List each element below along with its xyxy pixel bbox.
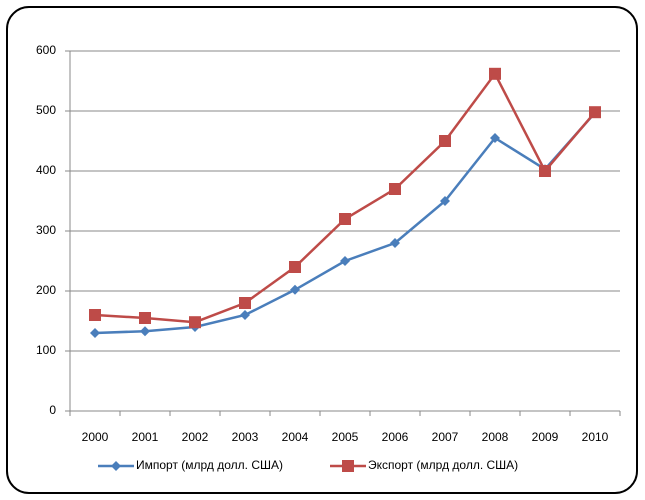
- marker: [340, 256, 350, 266]
- y-tick-label: 400: [36, 163, 56, 177]
- legend-label: Импорт (млрд долл. США): [136, 458, 283, 472]
- y-tick-label: 100: [36, 343, 56, 357]
- x-tick-label: 2010: [582, 430, 609, 444]
- marker: [439, 135, 451, 147]
- marker: [89, 309, 101, 321]
- legend-label: Экспорт (млрд долл. США): [368, 458, 518, 472]
- x-tick-label: 2001: [132, 430, 159, 444]
- marker: [290, 284, 300, 295]
- marker: [440, 196, 450, 206]
- marker: [139, 312, 151, 324]
- marker: [342, 460, 354, 472]
- marker: [90, 328, 100, 338]
- y-tick-label: 200: [36, 283, 56, 297]
- marker: [489, 67, 501, 80]
- y-tick-label: 600: [36, 43, 56, 57]
- marker: [339, 213, 351, 225]
- marker: [289, 261, 301, 273]
- y-tick-label: 500: [36, 103, 56, 117]
- marker: [490, 133, 500, 143]
- x-tick-label: 2003: [232, 430, 259, 444]
- x-tick-label: 2009: [532, 430, 559, 444]
- frame: [6, 6, 638, 494]
- x-tick-label: 2007: [432, 430, 459, 444]
- x-tick-label: 2002: [182, 430, 209, 444]
- marker: [240, 310, 250, 320]
- marker: [589, 106, 601, 119]
- marker: [390, 238, 400, 248]
- y-tick-label: 0: [49, 403, 56, 417]
- marker: [140, 326, 150, 337]
- x-tick-label: 2006: [382, 430, 409, 444]
- y-tick-label: 300: [36, 223, 56, 237]
- marker: [239, 297, 251, 309]
- x-tick-label: 2005: [332, 430, 359, 444]
- marker: [189, 316, 201, 329]
- x-tick-label: 2004: [282, 430, 309, 444]
- x-tick-label: 2008: [482, 430, 509, 444]
- marker: [539, 165, 551, 177]
- marker: [111, 461, 121, 471]
- x-tick-label: 2000: [82, 430, 109, 444]
- marker: [389, 183, 401, 195]
